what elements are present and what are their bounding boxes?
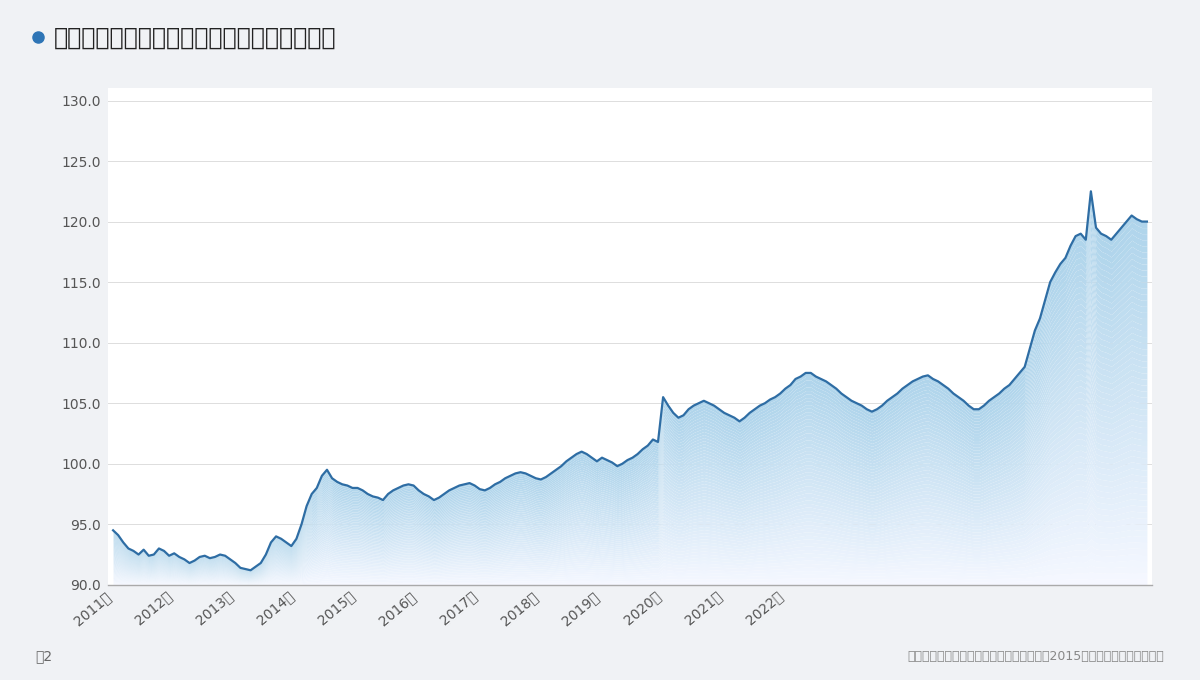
Text: 建設工事費デフレーター（住宅総合）の推移: 建設工事費デフレーター（住宅総合）の推移 bbox=[54, 25, 336, 50]
Text: （国土交通省「建設工事費デフレーター（2015年度基準）」より作成）: （国土交通省「建設工事費デフレーター（2015年度基準）」より作成） bbox=[907, 649, 1164, 663]
Text: 図2: 図2 bbox=[36, 649, 53, 663]
